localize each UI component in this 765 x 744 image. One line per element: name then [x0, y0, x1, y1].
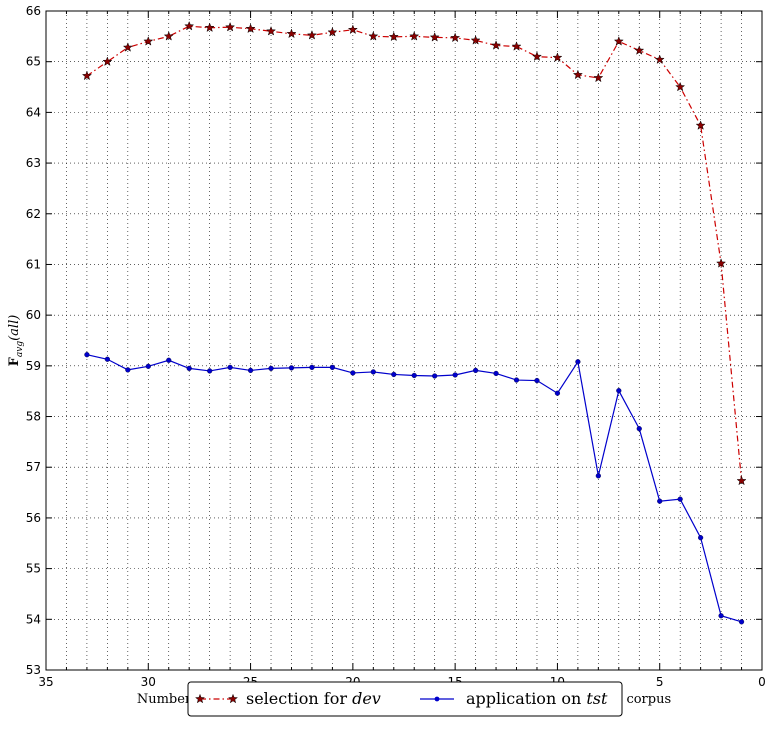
data-point: [716, 258, 727, 268]
data-point: [265, 25, 277, 36]
data-point: [327, 26, 338, 37]
data-point: [554, 390, 561, 396]
data-point: [675, 81, 686, 92]
data-point: [288, 365, 295, 371]
y-tick-label: 57: [26, 460, 41, 474]
data-point: [473, 367, 479, 374]
y-tick-label: 59: [26, 359, 41, 373]
data-point: [104, 356, 110, 362]
x-tick-label: 35: [38, 675, 53, 689]
y-tick-label: 58: [26, 410, 41, 424]
data-point: [368, 31, 379, 41]
data-point: [493, 370, 499, 377]
data-point: [247, 367, 254, 374]
data-point: [347, 24, 358, 35]
data-point: [245, 23, 256, 34]
data-point: [575, 359, 581, 365]
legend: selection for dev application on tst: [187, 681, 623, 717]
data-point: [227, 364, 233, 370]
data-point: [309, 364, 315, 370]
data-point: [81, 70, 92, 81]
data-point: [613, 36, 624, 46]
data-point: [470, 35, 481, 45]
data-point: [268, 365, 274, 371]
data-point: [225, 21, 236, 32]
data-point: [572, 69, 583, 80]
data-point: [184, 20, 195, 31]
data-point: [204, 22, 215, 33]
data-point: [736, 475, 747, 486]
legend-marker-dev: [194, 693, 206, 704]
legend-box: [187, 681, 623, 717]
data-point: [534, 377, 540, 384]
data-point: [207, 368, 213, 374]
data-point: [409, 31, 420, 41]
data-point: [145, 363, 151, 369]
y-axis-label: Favg(all): [7, 315, 25, 367]
data-point: [432, 373, 438, 379]
y-tick-label: 54: [26, 612, 41, 626]
data-point: [490, 40, 502, 50]
legend-marker-dev: [227, 693, 239, 704]
series-tst: [84, 352, 745, 625]
data-point: [166, 357, 172, 363]
y-tick-label: 60: [26, 308, 41, 322]
data-point: [695, 120, 706, 130]
data-point: [511, 41, 522, 51]
data-point: [370, 369, 376, 375]
data-point: [593, 72, 604, 83]
data-point: [452, 372, 458, 378]
x-tick-label: 30: [141, 675, 156, 689]
y-tick-label: 66: [26, 4, 41, 18]
data-point: [738, 619, 745, 625]
data-point: [125, 367, 131, 373]
data-point: [186, 365, 192, 371]
y-tick-label: 56: [26, 511, 41, 525]
legend-label-dev: selection for dev: [246, 689, 381, 708]
data-point: [102, 56, 113, 66]
data-point: [636, 426, 642, 432]
plot-frame: [45, 10, 763, 671]
y-tick-label: 61: [26, 257, 41, 271]
y-tick-label: 65: [26, 55, 41, 69]
data-point: [411, 372, 417, 379]
series-layer: [81, 20, 747, 625]
data-point: [657, 498, 663, 504]
x-tick-label: 0: [758, 675, 765, 689]
data-point: [306, 29, 318, 40]
y-tick-label: 55: [26, 562, 41, 576]
y-tick-label: 62: [26, 207, 41, 221]
data-point: [634, 45, 645, 55]
data-point: [163, 31, 174, 41]
data-point: [531, 51, 543, 61]
data-point: [513, 377, 520, 383]
y-tick-label: 63: [26, 156, 41, 170]
y-tick-label: 64: [26, 105, 41, 119]
data-point: [450, 32, 461, 43]
data-point: [429, 32, 440, 42]
grid: [46, 11, 762, 670]
legend-label-tst: application on tst: [466, 689, 608, 708]
data-point: [391, 371, 397, 378]
data-point: [654, 54, 665, 64]
data-point: [143, 36, 154, 46]
data-point: [595, 473, 601, 479]
x-tick-label: 5: [656, 675, 664, 689]
data-point: [286, 28, 297, 39]
data-point: [616, 388, 622, 394]
data-point: [552, 52, 563, 62]
y-tick-label: 53: [26, 663, 41, 677]
data-point: [84, 352, 90, 358]
data-point: [677, 496, 683, 502]
legend-marker-tst: [434, 696, 440, 702]
data-point: [388, 31, 399, 42]
data-point: [718, 613, 724, 619]
data-point: [698, 535, 704, 541]
series-dev: [81, 20, 747, 486]
data-point: [350, 370, 356, 376]
data-point: [329, 364, 336, 370]
data-point: [122, 42, 133, 52]
